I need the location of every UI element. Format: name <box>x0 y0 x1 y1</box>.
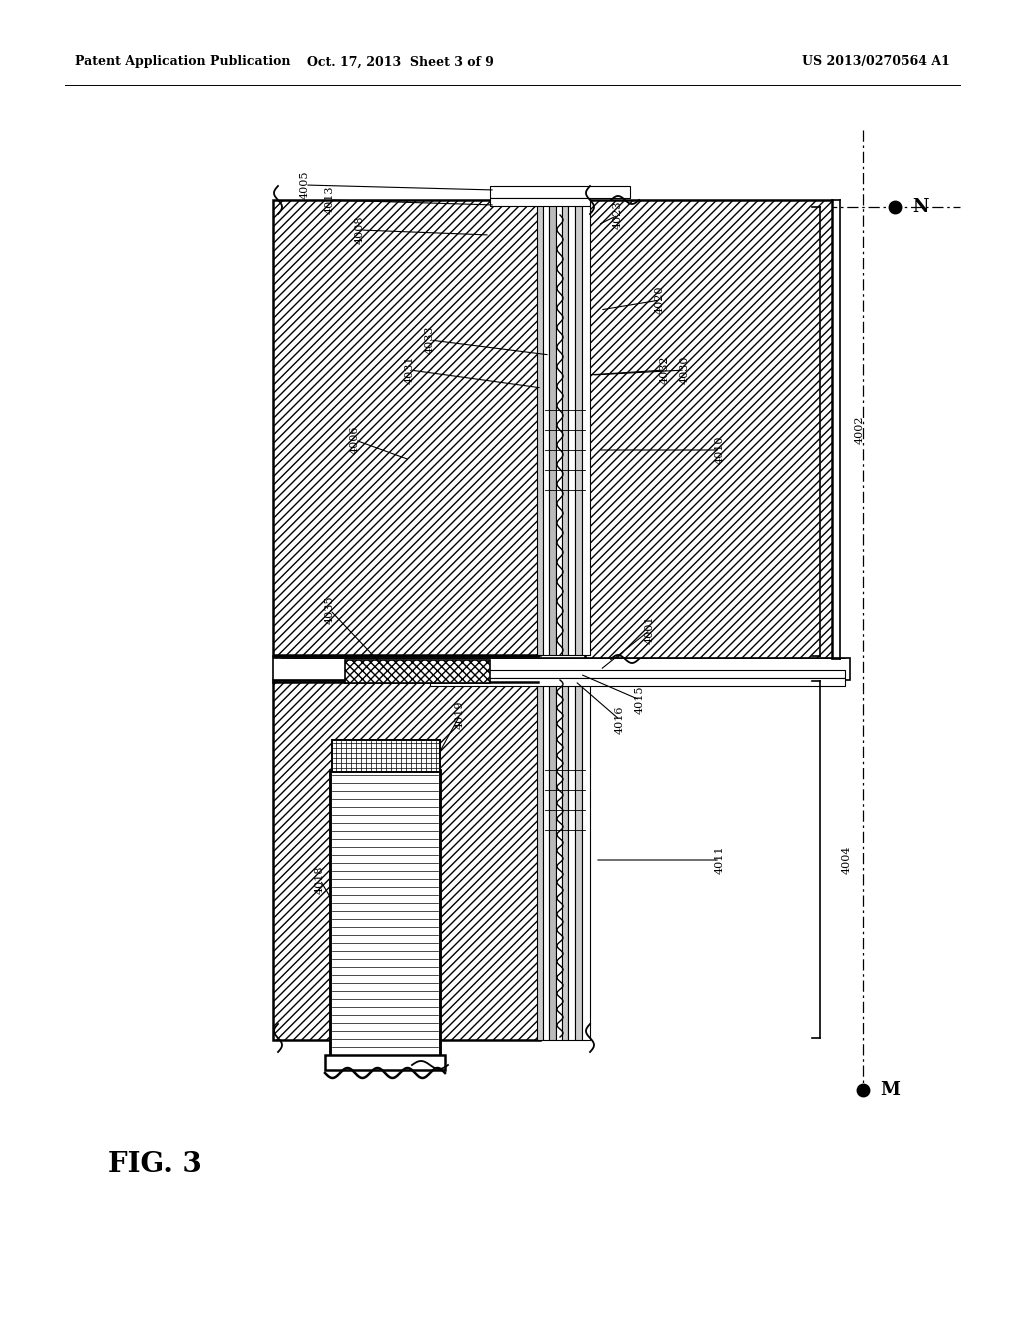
Text: 4013: 4013 <box>325 186 335 214</box>
Bar <box>330 770 440 1065</box>
Bar <box>490 186 630 198</box>
Text: 4001: 4001 <box>645 615 655 644</box>
Text: 4032: 4032 <box>660 356 670 384</box>
Bar <box>325 1055 445 1071</box>
Bar <box>575 201 582 655</box>
Bar <box>556 201 562 655</box>
Bar <box>273 201 540 655</box>
Bar <box>430 678 845 686</box>
Bar <box>568 201 575 655</box>
Bar <box>582 680 590 1040</box>
Bar <box>273 680 540 1040</box>
Bar <box>332 741 440 772</box>
Text: 4006: 4006 <box>350 426 360 454</box>
Bar <box>562 680 568 1040</box>
Text: 4005: 4005 <box>300 170 310 199</box>
Text: 4015: 4015 <box>635 686 645 714</box>
Bar <box>332 741 440 772</box>
Bar <box>537 201 543 655</box>
Bar <box>537 680 543 1040</box>
Bar <box>556 680 562 1040</box>
Text: 4010: 4010 <box>715 436 725 465</box>
Text: FIG. 3: FIG. 3 <box>109 1151 202 1179</box>
Text: 4002: 4002 <box>855 416 865 445</box>
Bar <box>330 770 440 1065</box>
Bar <box>585 201 831 660</box>
Text: 4023: 4023 <box>613 201 623 230</box>
Text: 4018: 4018 <box>315 866 325 894</box>
Text: 4033: 4033 <box>425 326 435 354</box>
Text: 4008: 4008 <box>355 215 365 244</box>
Text: Oct. 17, 2013  Sheet 3 of 9: Oct. 17, 2013 Sheet 3 of 9 <box>306 55 494 69</box>
Text: Patent Application Publication: Patent Application Publication <box>75 55 291 69</box>
Bar <box>543 680 549 1040</box>
Bar <box>345 660 490 682</box>
Bar <box>585 201 831 660</box>
Text: US 2013/0270564 A1: US 2013/0270564 A1 <box>802 55 950 69</box>
Text: 4030: 4030 <box>680 356 690 384</box>
Bar <box>273 657 850 680</box>
Bar <box>549 201 556 655</box>
Bar <box>582 201 590 655</box>
Bar <box>490 198 590 206</box>
Text: 4016: 4016 <box>615 706 625 734</box>
Bar <box>575 680 582 1040</box>
Text: 4035: 4035 <box>325 595 335 624</box>
Bar <box>562 201 568 655</box>
Bar <box>345 660 490 682</box>
Text: 4004: 4004 <box>842 846 852 874</box>
Text: 4020: 4020 <box>655 285 665 314</box>
Bar <box>273 201 540 655</box>
Bar <box>273 680 540 1040</box>
Bar <box>430 671 845 678</box>
Text: N: N <box>912 198 929 216</box>
Bar <box>543 201 549 655</box>
Bar <box>549 680 556 1040</box>
Text: 4031: 4031 <box>406 356 415 384</box>
Text: M: M <box>880 1081 900 1100</box>
Text: 4019: 4019 <box>455 701 465 729</box>
Bar <box>568 680 575 1040</box>
Text: 4011: 4011 <box>715 846 725 874</box>
